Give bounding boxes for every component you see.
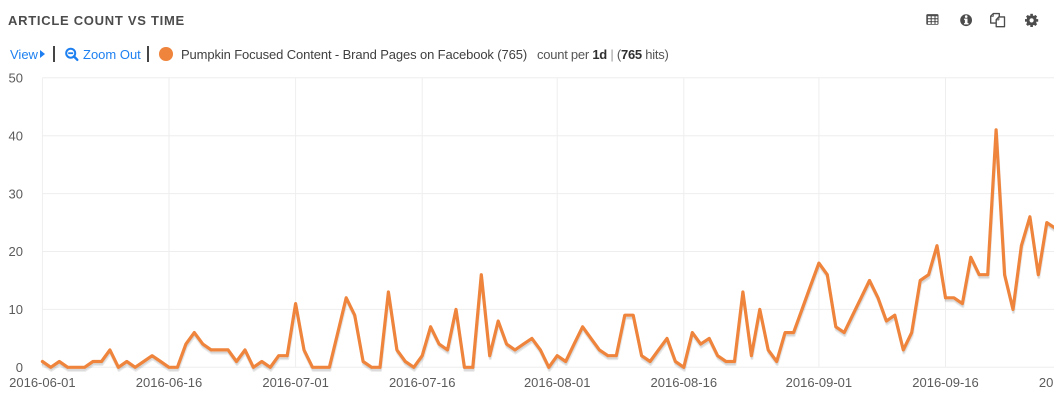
svg-text:2016-10-01: 2016-10-01 — [1039, 375, 1054, 390]
svg-text:2016-08-01: 2016-08-01 — [524, 375, 591, 390]
svg-text:2016-08-16: 2016-08-16 — [651, 375, 718, 390]
svg-text:0: 0 — [16, 360, 23, 375]
svg-text:2016-09-01: 2016-09-01 — [786, 375, 853, 390]
svg-text:2016-07-16: 2016-07-16 — [389, 375, 456, 390]
svg-text:2016-06-16: 2016-06-16 — [136, 375, 203, 390]
svg-text:2016-07-01: 2016-07-01 — [262, 375, 329, 390]
svg-text:20: 20 — [9, 244, 23, 259]
svg-text:2016-09-16: 2016-09-16 — [912, 375, 979, 390]
svg-text:50: 50 — [9, 71, 23, 86]
svg-text:10: 10 — [9, 302, 23, 317]
svg-text:40: 40 — [9, 128, 23, 143]
svg-text:2016-06-01: 2016-06-01 — [9, 375, 76, 390]
svg-text:30: 30 — [9, 186, 23, 201]
